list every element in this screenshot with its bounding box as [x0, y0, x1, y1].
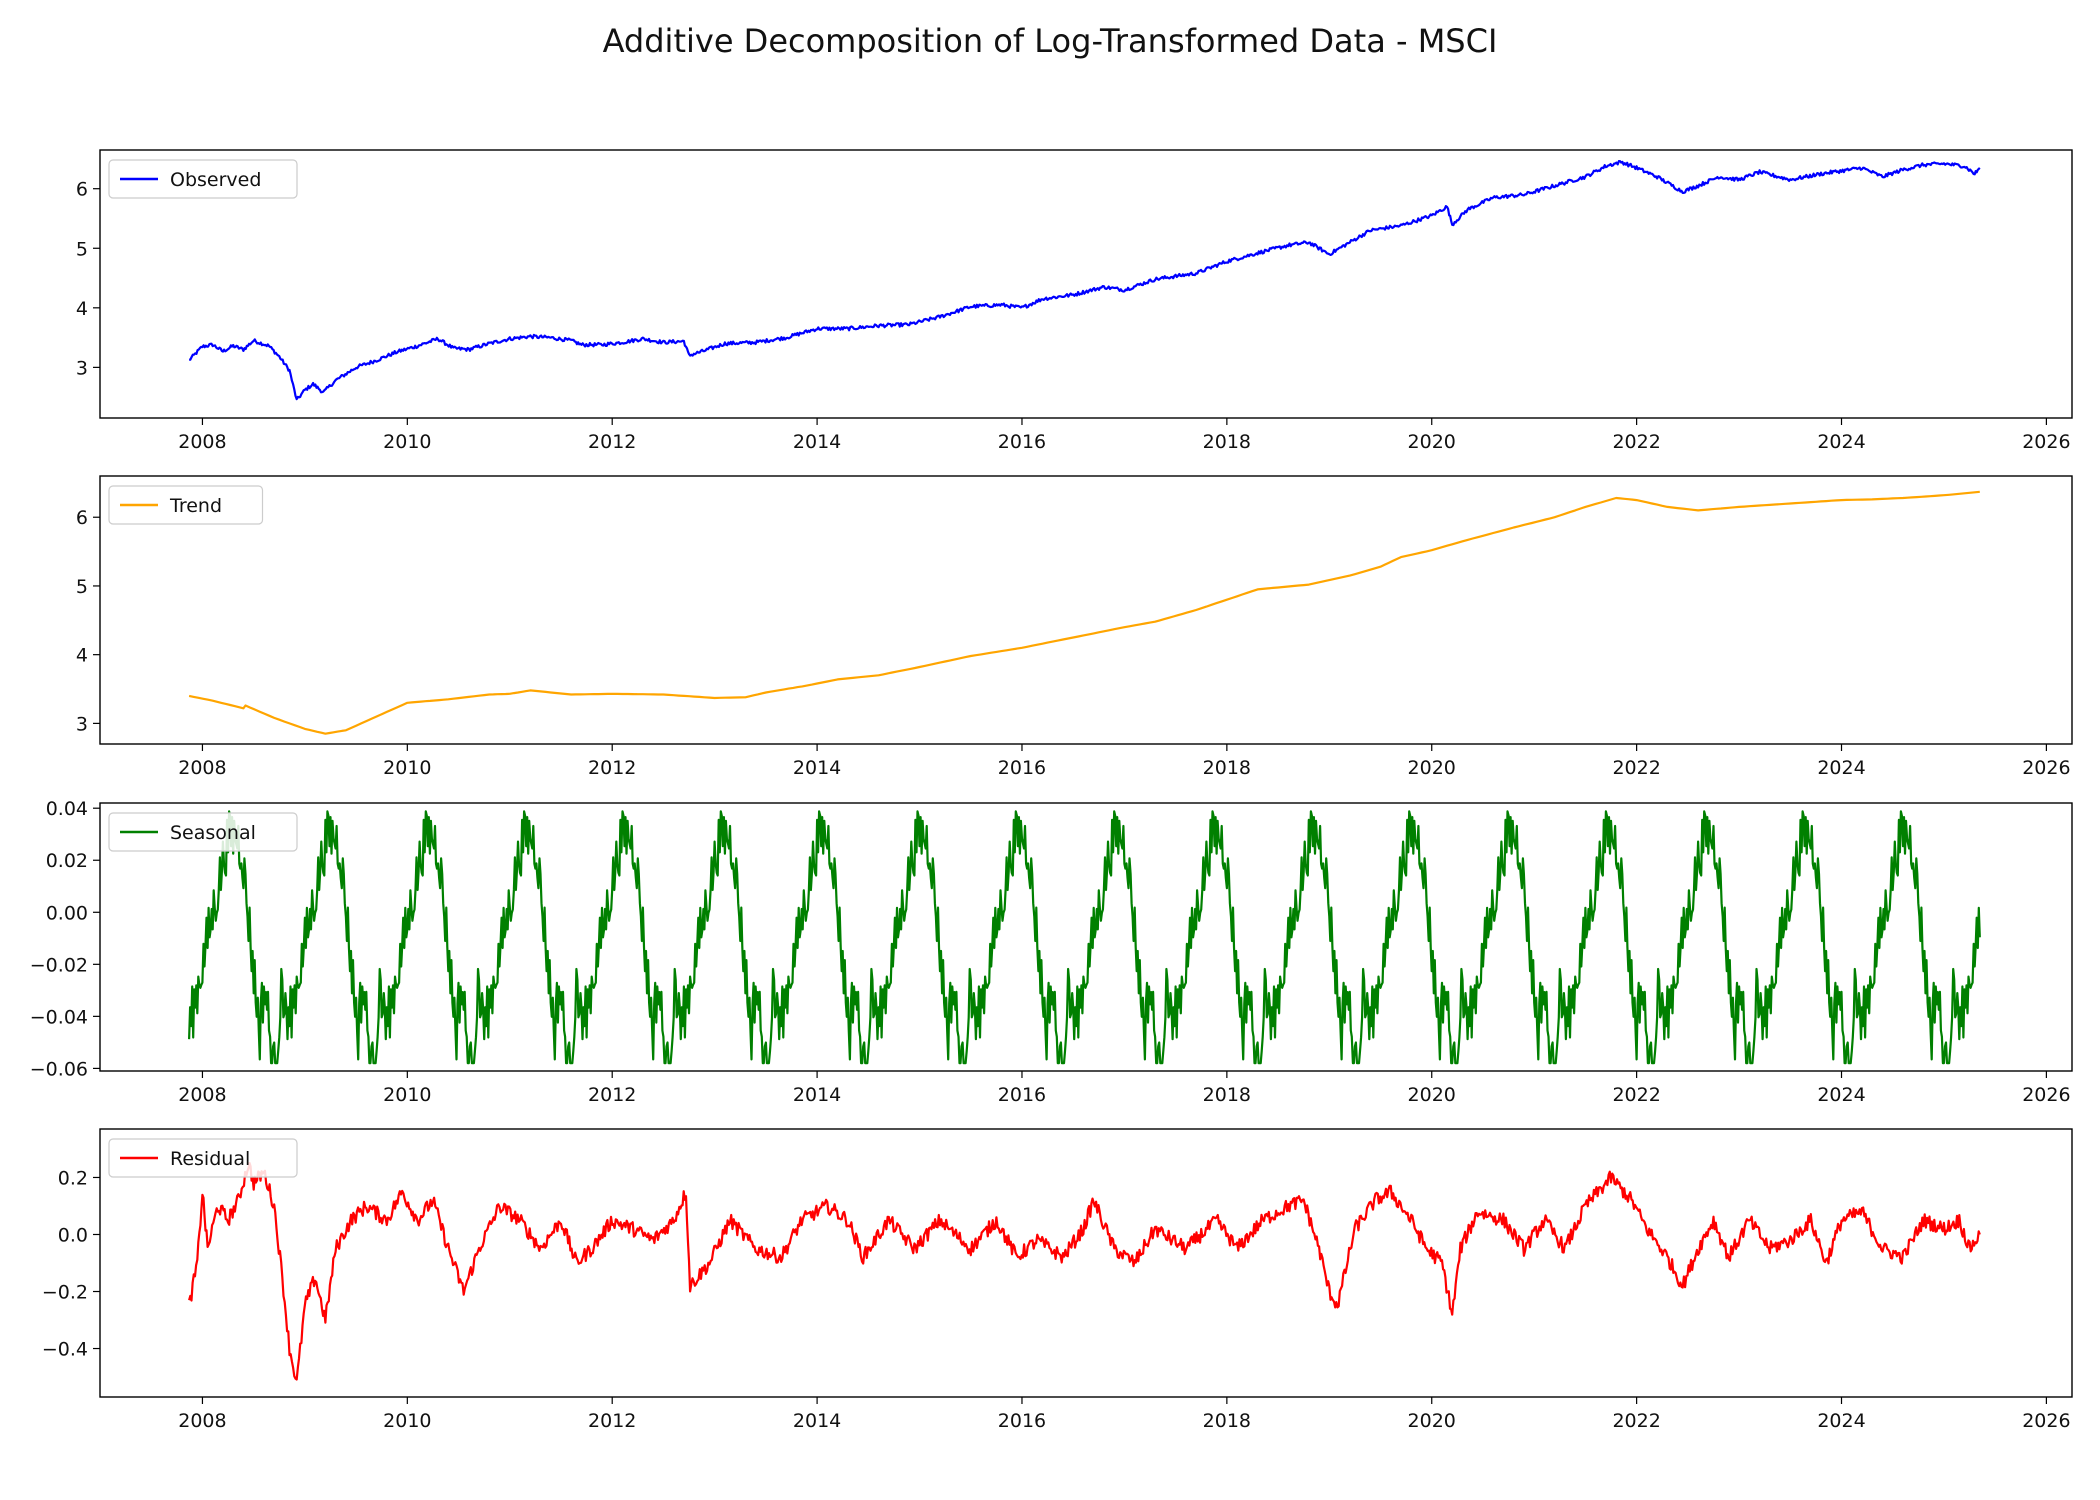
panel-observed: 2008 2010 2012 2014 2016 2018 2020 2022 2024 2026…	[76, 149, 2073, 453]
legend-box	[108, 485, 264, 525]
figure-title: Additive Decomposition of Log-Transforme…	[602, 22, 1498, 60]
x-tick-label: 2012	[588, 431, 636, 453]
y-tick-label: −0.06	[30, 1058, 88, 1080]
series-line-seasonal	[188, 810, 1981, 1065]
legend-box	[108, 812, 298, 852]
x-tick-label: 2022	[1612, 431, 1660, 453]
series-line-trend	[188, 490, 1980, 735]
y-tick-label: 3	[76, 357, 88, 379]
axes-frame	[99, 1128, 2073, 1398]
x-tick-label: 2016	[998, 1084, 1046, 1106]
x-tick-label: 2010	[383, 757, 431, 779]
y-tick-label: 4	[76, 645, 88, 667]
x-tick-label: 2022	[1612, 1410, 1660, 1432]
x-tick-label: 2012	[588, 757, 636, 779]
x-tick-label: 2008	[178, 431, 226, 453]
x-tick-label: 2008	[178, 1410, 226, 1432]
legend: Observed	[108, 159, 298, 199]
legend-label: Residual	[170, 1148, 250, 1170]
y-tick-label: 6	[76, 179, 88, 201]
x-tick-label: 2008	[178, 757, 226, 779]
panel-seasonal: 2008 2010 2012 2014 2016 2018 2020 2022 2024 2026…	[30, 798, 2073, 1106]
x-tick-label: 2024	[1817, 431, 1865, 453]
series-line-residual	[188, 1162, 1981, 1381]
legend-label: Trend	[169, 495, 222, 517]
y-tick-label: 0.2	[58, 1167, 88, 1189]
panel-residual: 2008 2010 2012 2014 2016 2018 2020 2022 2024 2026…	[42, 1128, 2073, 1432]
axes-frame	[99, 475, 2073, 745]
x-tick-label: 2016	[998, 1410, 1046, 1432]
legend-box	[108, 159, 298, 199]
y-tick-label: 5	[76, 238, 88, 260]
x-tick-label: 2010	[383, 431, 431, 453]
y-tick-label: 0.0	[58, 1224, 88, 1246]
x-tick-label: 2026	[2022, 1084, 2070, 1106]
x-tick-label: 2022	[1612, 1084, 1660, 1106]
legend-box	[108, 1138, 298, 1178]
y-tick-label: 0.02	[46, 850, 88, 872]
y-tick-label: −0.4	[42, 1339, 88, 1361]
legend: Trend	[108, 485, 264, 525]
panel-trend: 2008 2010 2012 2014 2016 2018 2020 2022 2024 2026…	[76, 475, 2073, 779]
legend: Residual	[108, 1138, 298, 1178]
series-line-observed	[189, 160, 1981, 401]
y-tick-label: 0.00	[46, 902, 88, 924]
x-tick-label: 2024	[1817, 1084, 1865, 1106]
x-tick-label: 2020	[1408, 757, 1456, 779]
x-tick-label: 2014	[793, 757, 841, 779]
y-tick-label: −0.2	[42, 1282, 88, 1304]
y-tick-label: 6	[76, 507, 88, 529]
x-tick-label: 2026	[2022, 431, 2070, 453]
y-tick-label: −0.04	[30, 1006, 88, 1028]
x-tick-label: 2020	[1408, 431, 1456, 453]
y-tick-label: 3	[76, 713, 88, 735]
x-tick-label: 2018	[1203, 757, 1251, 779]
x-tick-label: 2010	[383, 1410, 431, 1432]
x-tick-label: 2012	[588, 1410, 636, 1432]
legend-label: Observed	[170, 169, 261, 191]
x-tick-label: 2016	[998, 431, 1046, 453]
y-tick-label: 0.04	[46, 798, 88, 820]
axes-frame	[99, 802, 2073, 1072]
x-tick-label: 2024	[1817, 757, 1865, 779]
x-tick-label: 2014	[793, 1410, 841, 1432]
y-tick-label: 5	[76, 576, 88, 598]
x-tick-label: 2016	[998, 757, 1046, 779]
x-tick-label: 2026	[2022, 757, 2070, 779]
axes-frame	[99, 149, 2073, 419]
x-tick-label: 2018	[1203, 1084, 1251, 1106]
x-tick-label: 2008	[178, 1084, 226, 1106]
y-tick-label: −0.02	[30, 954, 88, 976]
legend-label: Seasonal	[170, 822, 256, 844]
x-tick-label: 2022	[1612, 757, 1660, 779]
x-tick-label: 2014	[793, 1084, 841, 1106]
x-tick-label: 2020	[1408, 1084, 1456, 1106]
x-tick-label: 2010	[383, 1084, 431, 1106]
x-tick-label: 2018	[1203, 431, 1251, 453]
x-tick-label: 2026	[2022, 1410, 2070, 1432]
legend: Seasonal	[108, 812, 298, 852]
x-tick-label: 2018	[1203, 1410, 1251, 1432]
x-tick-label: 2020	[1408, 1410, 1456, 1432]
x-tick-label: 2024	[1817, 1410, 1865, 1432]
x-tick-label: 2012	[588, 1084, 636, 1106]
y-tick-label: 4	[76, 298, 88, 320]
x-tick-label: 2014	[793, 431, 841, 453]
